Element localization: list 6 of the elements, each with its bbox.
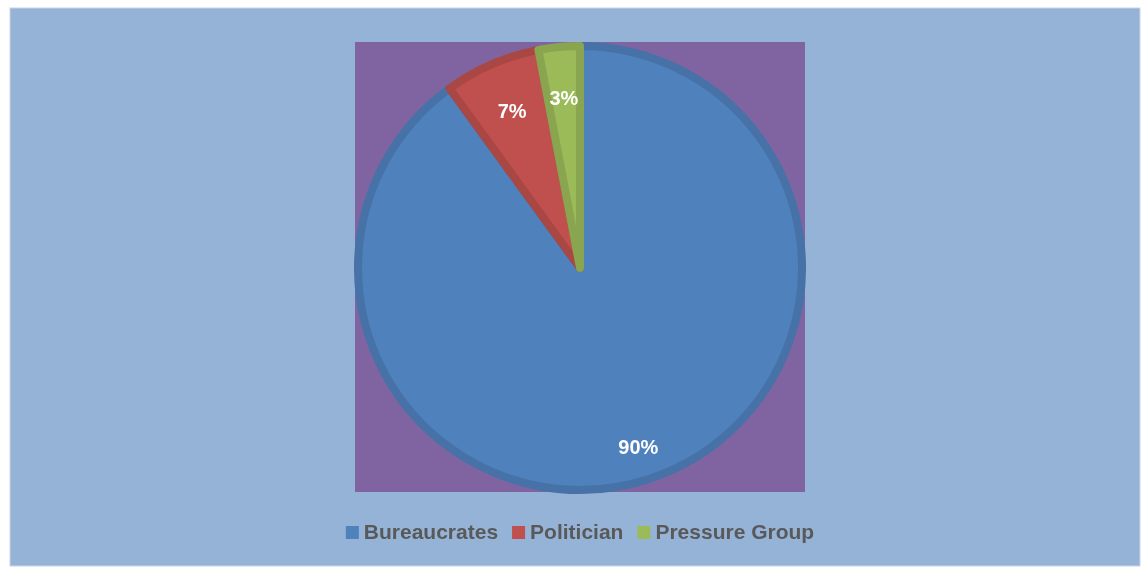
- data-label: 7%: [497, 100, 527, 123]
- legend-label: Politician: [530, 520, 624, 544]
- legend-label: Pressure Group: [655, 520, 815, 544]
- legend-label: Bureaucrates: [363, 520, 499, 544]
- data-label: 90%: [618, 436, 659, 459]
- data-label: 3%: [549, 86, 579, 109]
